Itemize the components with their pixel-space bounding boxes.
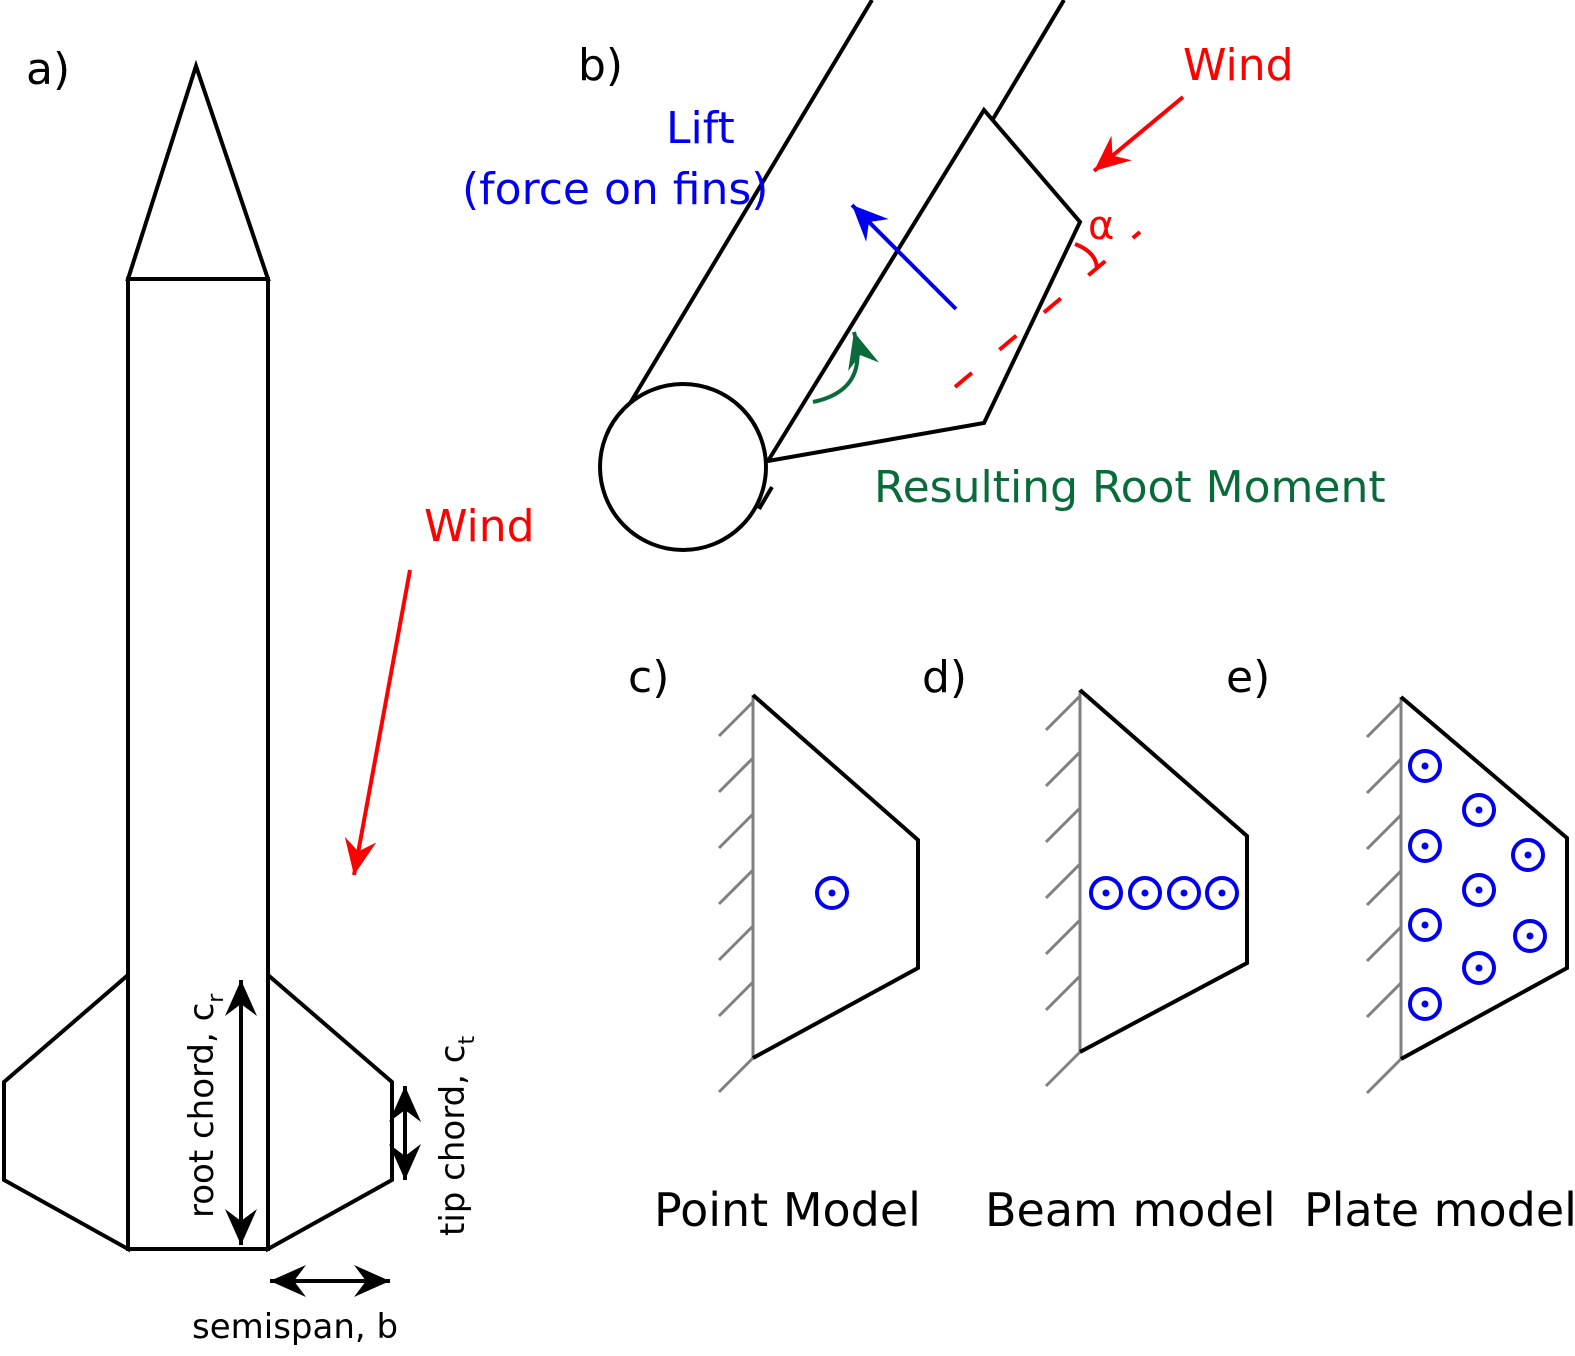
panel-d-label: d) — [922, 652, 967, 703]
wind-label-b: Wind — [1183, 40, 1294, 91]
panel-d: d) Beam model — [922, 652, 1276, 1237]
moment-label: Resulting Root Moment — [874, 462, 1386, 513]
body-edge-right-low — [757, 485, 774, 511]
panel-b: b) Lift (force on fins) Wind α Resulting… — [462, 0, 1386, 552]
fin-b — [763, 106, 1083, 464]
panel-e-label: e) — [1226, 652, 1270, 703]
panel-c: c) Point Model — [628, 652, 921, 1237]
plate-load-7 — [1462, 951, 1496, 985]
alpha-label: α — [1088, 203, 1114, 249]
lift-arrow — [850, 203, 958, 311]
alpha-reference-line — [953, 230, 1142, 389]
panel-c-label: c) — [628, 652, 669, 703]
plate-load-5 — [1462, 793, 1496, 827]
body-edge-left — [618, 0, 874, 422]
rocket-body — [126, 277, 270, 1251]
fin-outline-c — [751, 693, 920, 1060]
panel-a: a) Wind root chord, cr tip chord, ct sem… — [2, 44, 535, 1347]
lift-label-line1: Lift — [666, 103, 735, 154]
fin-outline-e — [1399, 695, 1569, 1061]
beam-load-1 — [1089, 876, 1123, 910]
nose-cone — [125, 59, 271, 281]
plate-load-9 — [1513, 919, 1547, 953]
beam-load-4 — [1205, 876, 1239, 910]
point-model-caption: Point Model — [654, 1183, 921, 1237]
plate-model-caption: Plate model — [1304, 1183, 1575, 1237]
beam-load-3 — [1167, 876, 1201, 910]
body-end-cap — [598, 382, 768, 552]
plate-load-2 — [1408, 829, 1442, 863]
lift-label-line2: (force on fins) — [462, 164, 768, 215]
plate-load-4 — [1408, 987, 1442, 1021]
point-load — [815, 876, 849, 910]
plate-load-3 — [1408, 908, 1442, 942]
panel-a-label: a) — [26, 44, 70, 95]
beam-load-2 — [1128, 876, 1162, 910]
right-fin — [266, 970, 394, 1253]
left-fin — [2, 970, 130, 1253]
panel-e: e) Plate model — [1226, 652, 1575, 1237]
fin-outline-d — [1078, 688, 1249, 1054]
plate-load-8 — [1511, 838, 1545, 872]
root-chord-label: root chord, cr — [182, 993, 229, 1218]
panel-b-label: b) — [578, 40, 623, 91]
wall-hatch-e — [1365, 697, 1403, 1095]
plate-load-6 — [1462, 873, 1496, 907]
wall-hatch-c — [717, 695, 755, 1094]
wall-hatch-d — [1044, 690, 1082, 1088]
tip-chord-label: tip chord, ct — [433, 1036, 480, 1236]
wind-arrow-b — [1092, 95, 1185, 173]
moment-arrow — [812, 331, 879, 404]
semispan-label: semispan, b — [192, 1307, 398, 1347]
alpha-arc — [1074, 242, 1099, 269]
wind-label-a: Wind — [424, 501, 535, 552]
wind-arrow-a — [344, 569, 412, 876]
plate-load-1 — [1408, 749, 1442, 783]
beam-model-caption: Beam model — [985, 1183, 1276, 1237]
body-edge-right-high — [991, 0, 1066, 121]
